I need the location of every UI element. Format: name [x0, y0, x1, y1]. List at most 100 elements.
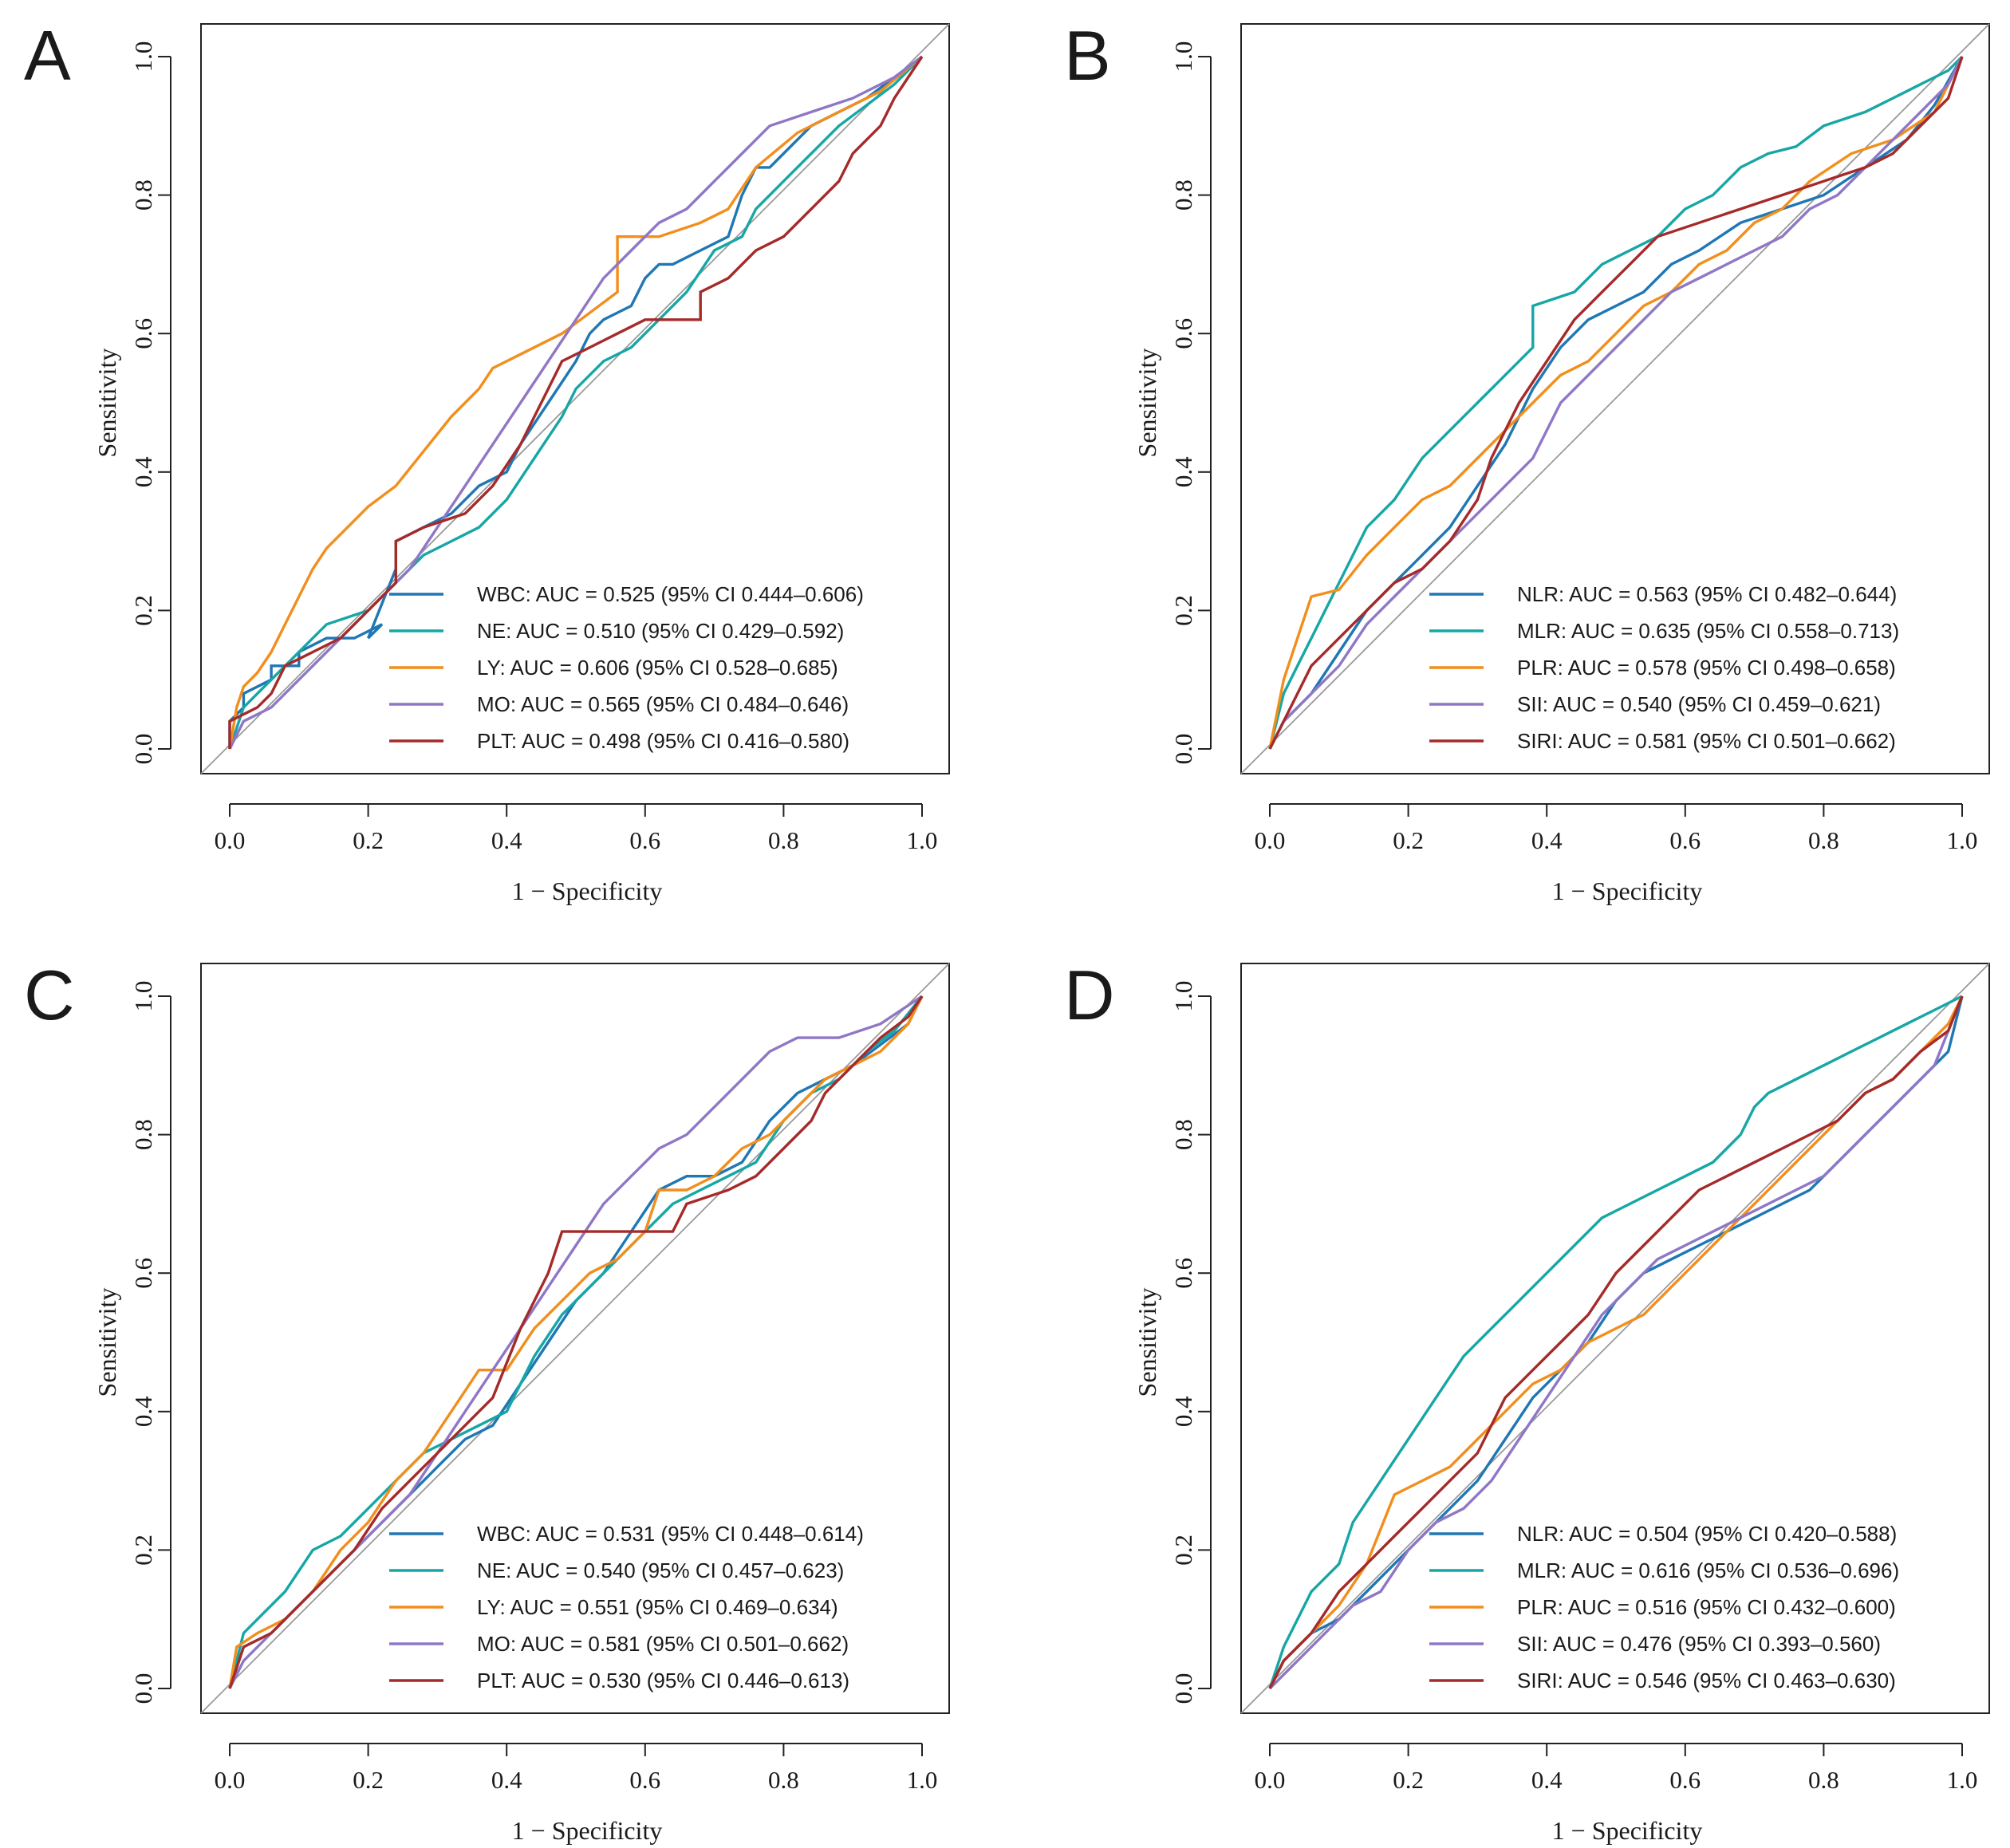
legend-entry-mo: MO: AUC = 0.581 (95% CI 0.501–0.662): [477, 1632, 849, 1656]
roc-curve-wbc: [228, 995, 924, 1689]
roc-curve-ly: [228, 995, 924, 1689]
y-tick-label: 0.4: [1169, 1396, 1197, 1427]
x-tick-label: 0.2: [353, 826, 384, 854]
y-tick-label: 0.2: [1169, 595, 1197, 626]
roc-curve-mlr: [1268, 55, 1964, 750]
y-tick-label: 0.6: [1169, 1258, 1197, 1289]
panel-d: D 0.0 0.2 0.4 0.6 0.8 1.0 0.0 0.2 0.4 0.6 0.8 1.0 1 −…: [1064, 956, 1990, 1845]
legend-entry-ne: NE: AUC = 0.540 (95% CI 0.457–0.623): [477, 1558, 844, 1582]
x-axis-title: 1 − Specificity: [1552, 1816, 1703, 1845]
panel-a: A 0.0 0.2 0.4 0.6 0.8 1.0 0.0 0.2 0.4 0.6 0.8 1.0 1 −…: [24, 16, 950, 905]
legend-entry-plt: PLT: AUC = 0.530 (95% CI 0.446–0.613): [477, 1669, 849, 1692]
panel-c: C 0.0 0.2 0.4 0.6 0.8 1.0 0.0 0.2 0.4 0.6 0.8 1.0 1 −…: [24, 956, 950, 1845]
y-tick-label: 0.0: [1169, 734, 1197, 765]
y-tick-label: 0.8: [1169, 1119, 1197, 1150]
roc-curve-plt: [228, 995, 924, 1689]
y-tick-label: 0.8: [1169, 179, 1197, 211]
plot-frame: [200, 963, 950, 1714]
x-tick-label: 0.2: [353, 1766, 384, 1794]
x-tick-label: 0.8: [768, 1766, 799, 1794]
y-tick-label: 0.0: [129, 1673, 157, 1704]
legend-entry-mlr: MLR: AUC = 0.616 (95% CI 0.536–0.696): [1517, 1558, 1899, 1582]
x-tick-label: 0.0: [215, 826, 246, 854]
x-tick-label: 0.6: [629, 1766, 660, 1794]
y-tick-label: 0.6: [1169, 318, 1197, 349]
legend-entry-nlr: NLR: AUC = 0.504 (95% CI 0.420–0.588): [1517, 1522, 1897, 1546]
y-tick-label: 1.0: [129, 981, 157, 1012]
roc-curve-siri: [1268, 995, 1964, 1689]
x-tick-label: 1.0: [907, 826, 938, 854]
roc-curve-mo: [228, 55, 924, 750]
legend-entry-plr: PLR: AUC = 0.578 (95% CI 0.498–0.658): [1517, 656, 1896, 680]
reference-diagonal: [1240, 963, 1990, 1714]
x-tick-label: 0.4: [491, 826, 522, 854]
plot-frame: [1240, 963, 1990, 1714]
roc-curve-ne: [228, 995, 924, 1689]
x-axis-title: 1 − Specificity: [512, 877, 663, 905]
legend-entry-ly: LY: AUC = 0.606 (95% CI 0.528–0.685): [477, 656, 838, 680]
x-tick-label: 0.2: [1393, 826, 1424, 854]
x-tick-label: 0.4: [1531, 826, 1563, 854]
roc-curve-plt: [228, 56, 924, 749]
y-tick-label: 0.0: [129, 734, 157, 765]
legend-entry-wbc: WBC: AUC = 0.531 (95% CI 0.448–0.614): [477, 1522, 864, 1546]
y-tick-label: 0.4: [129, 456, 157, 487]
panel-b: B 0.0 0.2 0.4 0.6 0.8 1.0 0.0 0.2 0.4 0.6 0.8 1.0 1 −…: [1064, 16, 1990, 905]
x-axis-title: 1 − Specificity: [512, 1816, 663, 1845]
roc-curve-ly: [228, 55, 924, 750]
legend-entry-ly: LY: AUC = 0.551 (95% CI 0.469–0.634): [477, 1595, 838, 1619]
roc-curve-nlr: [1268, 56, 1964, 750]
x-tick-label: 0.0: [1255, 1766, 1286, 1794]
x-tick-label: 0.6: [1669, 1766, 1701, 1794]
x-tick-label: 0.4: [491, 1766, 522, 1794]
x-tick-label: 0.0: [215, 1766, 246, 1794]
y-tick-label: 0.6: [129, 1258, 157, 1289]
roc-curve-mo: [228, 995, 923, 1689]
x-tick-label: 0.2: [1393, 1766, 1424, 1794]
legend-entry-mlr: MLR: AUC = 0.635 (95% CI 0.558–0.713): [1517, 619, 1899, 643]
y-axis-title: Sensitivity: [1133, 1288, 1161, 1397]
roc-curve-ne: [228, 55, 924, 750]
legend-entry-wbc: WBC: AUC = 0.525 (95% CI 0.444–0.606): [477, 582, 864, 606]
x-axis-title: 1 − Specificity: [1552, 877, 1703, 905]
y-axis-title: Sensitivity: [1133, 349, 1161, 458]
x-tick-label: 1.0: [1947, 1766, 1978, 1794]
y-tick-label: 1.0: [1169, 981, 1197, 1012]
x-tick-label: 0.4: [1531, 1766, 1563, 1794]
panel-letter: C: [24, 956, 75, 1034]
plot-frame: [1240, 23, 1990, 774]
panel-letter: A: [24, 16, 71, 95]
x-tick-label: 0.6: [629, 826, 660, 854]
roc-curve-siri: [1268, 56, 1964, 750]
x-tick-label: 0.8: [1808, 1766, 1839, 1794]
legend-entry-sii: SII: AUC = 0.540 (95% CI 0.459–0.621): [1517, 692, 1881, 716]
y-tick-label: 0.2: [1169, 1535, 1197, 1566]
roc-curve-plr: [1268, 56, 1964, 750]
y-tick-label: 0.2: [129, 595, 157, 626]
y-axis-title: Sensitivity: [93, 1288, 121, 1397]
legend-entry-plr: PLR: AUC = 0.516 (95% CI 0.432–0.600): [1517, 1595, 1896, 1619]
y-tick-label: 1.0: [129, 41, 157, 73]
plot-frame: [200, 23, 950, 774]
panel-letter: D: [1064, 956, 1115, 1034]
y-tick-label: 0.2: [129, 1535, 157, 1566]
roc-curve-sii: [1268, 56, 1964, 750]
y-axis-title: Sensitivity: [93, 349, 121, 458]
legend-entry-siri: SIRI: AUC = 0.581 (95% CI 0.501–0.662): [1517, 729, 1896, 753]
roc-curve-wbc: [228, 55, 924, 749]
x-tick-label: 1.0: [907, 1766, 938, 1794]
legend-entry-sii: SII: AUC = 0.476 (95% CI 0.393–0.560): [1517, 1632, 1881, 1656]
legend-entry-plt: PLT: AUC = 0.498 (95% CI 0.416–0.580): [477, 729, 849, 753]
legend-entry-siri: SIRI: AUC = 0.546 (95% CI 0.463–0.630): [1517, 1669, 1896, 1692]
x-tick-label: 0.0: [1255, 826, 1286, 854]
y-tick-label: 0.4: [129, 1396, 157, 1427]
y-tick-label: 0.6: [129, 318, 157, 349]
x-tick-label: 0.6: [1669, 826, 1701, 854]
roc-curve-mlr: [1268, 995, 1963, 1689]
y-tick-label: 0.8: [129, 179, 157, 211]
panel-letter: B: [1064, 16, 1111, 95]
legend-entry-mo: MO: AUC = 0.565 (95% CI 0.484–0.646): [477, 692, 849, 716]
legend-entry-nlr: NLR: AUC = 0.563 (95% CI 0.482–0.644): [1517, 582, 1897, 606]
legend-entry-ne: NE: AUC = 0.510 (95% CI 0.429–0.592): [477, 619, 844, 643]
